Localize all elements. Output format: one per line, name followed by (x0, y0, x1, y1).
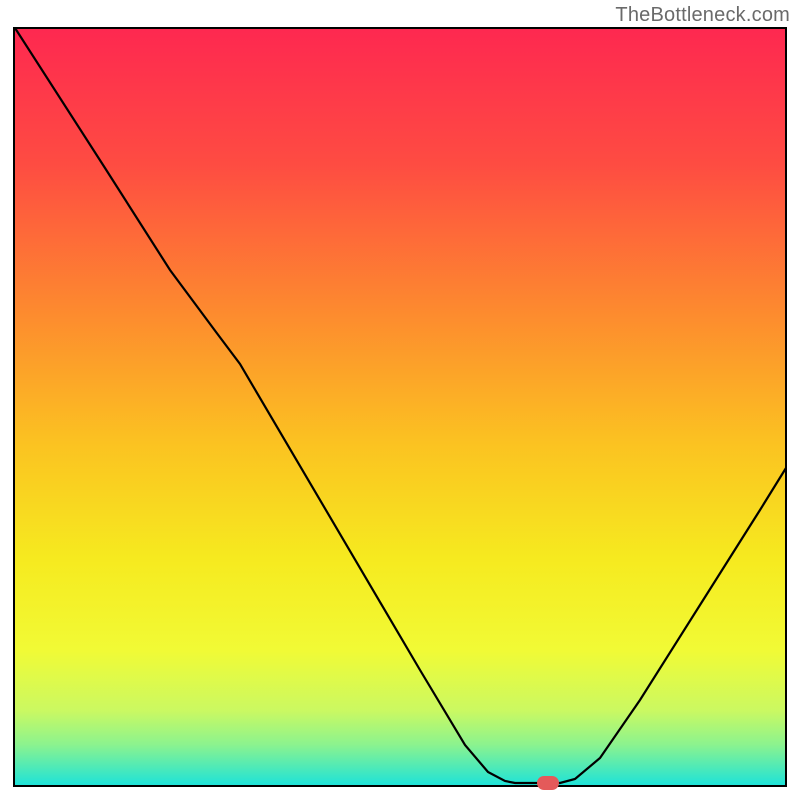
watermark-text: TheBottleneck.com (615, 4, 790, 27)
optimal-point-marker (537, 776, 559, 790)
gradient-background (14, 28, 786, 786)
chart-svg (0, 0, 800, 800)
bottleneck-chart (0, 0, 800, 800)
